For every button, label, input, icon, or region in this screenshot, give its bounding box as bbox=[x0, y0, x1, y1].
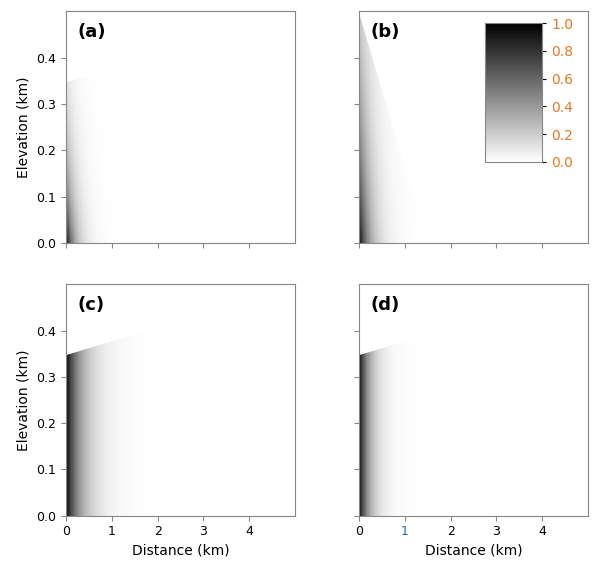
Text: (d): (d) bbox=[371, 296, 400, 314]
Text: (a): (a) bbox=[77, 23, 106, 41]
X-axis label: Distance (km): Distance (km) bbox=[425, 544, 523, 558]
Text: (b): (b) bbox=[371, 23, 400, 41]
Y-axis label: Elevation (km): Elevation (km) bbox=[17, 76, 31, 178]
X-axis label: Distance (km): Distance (km) bbox=[131, 544, 229, 558]
Y-axis label: Elevation (km): Elevation (km) bbox=[17, 350, 31, 451]
Text: (c): (c) bbox=[77, 296, 104, 314]
